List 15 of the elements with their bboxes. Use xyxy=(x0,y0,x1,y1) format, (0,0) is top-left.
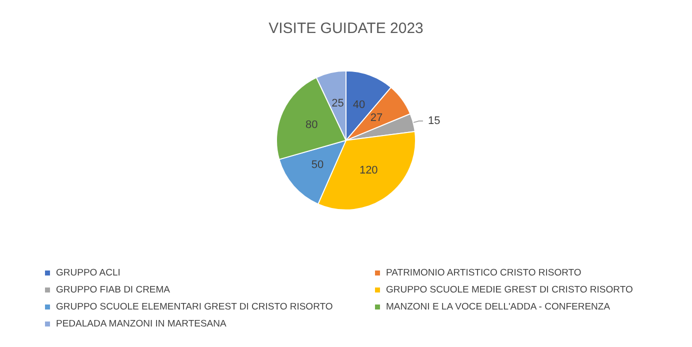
legend-label: MANZONI E LA VOCE DELL'ADDA - CONFERENZA xyxy=(386,302,611,312)
data-label: 50 xyxy=(311,159,324,172)
legend-label: PEDALADA MANZONI IN MARTESANA xyxy=(56,318,227,330)
legend-label: GRUPPO ACLI xyxy=(56,268,120,278)
legend-label: GRUPPO SCUOLE MEDIE GREST DI CRISTO RISORTO xyxy=(386,284,633,296)
legend-label: GRUPPO FIAB DI CREMA xyxy=(56,284,171,296)
data-label: 120 xyxy=(359,164,378,177)
chart-title: VISITE GUIDATE 2023 xyxy=(268,20,424,37)
data-label: 80 xyxy=(306,118,318,131)
legend-label: GRUPPO SCUOLE ELEMENTARI GREST DI CRISTO RISORTO xyxy=(56,302,333,312)
data-label: 40 xyxy=(352,98,366,111)
data-label: 15 xyxy=(428,115,440,128)
data-label: 27 xyxy=(370,112,383,124)
data-label: 25 xyxy=(332,98,344,110)
legend-label: PATRIMONIO ARTISTICO CRISTO RISORTO xyxy=(386,268,582,278)
